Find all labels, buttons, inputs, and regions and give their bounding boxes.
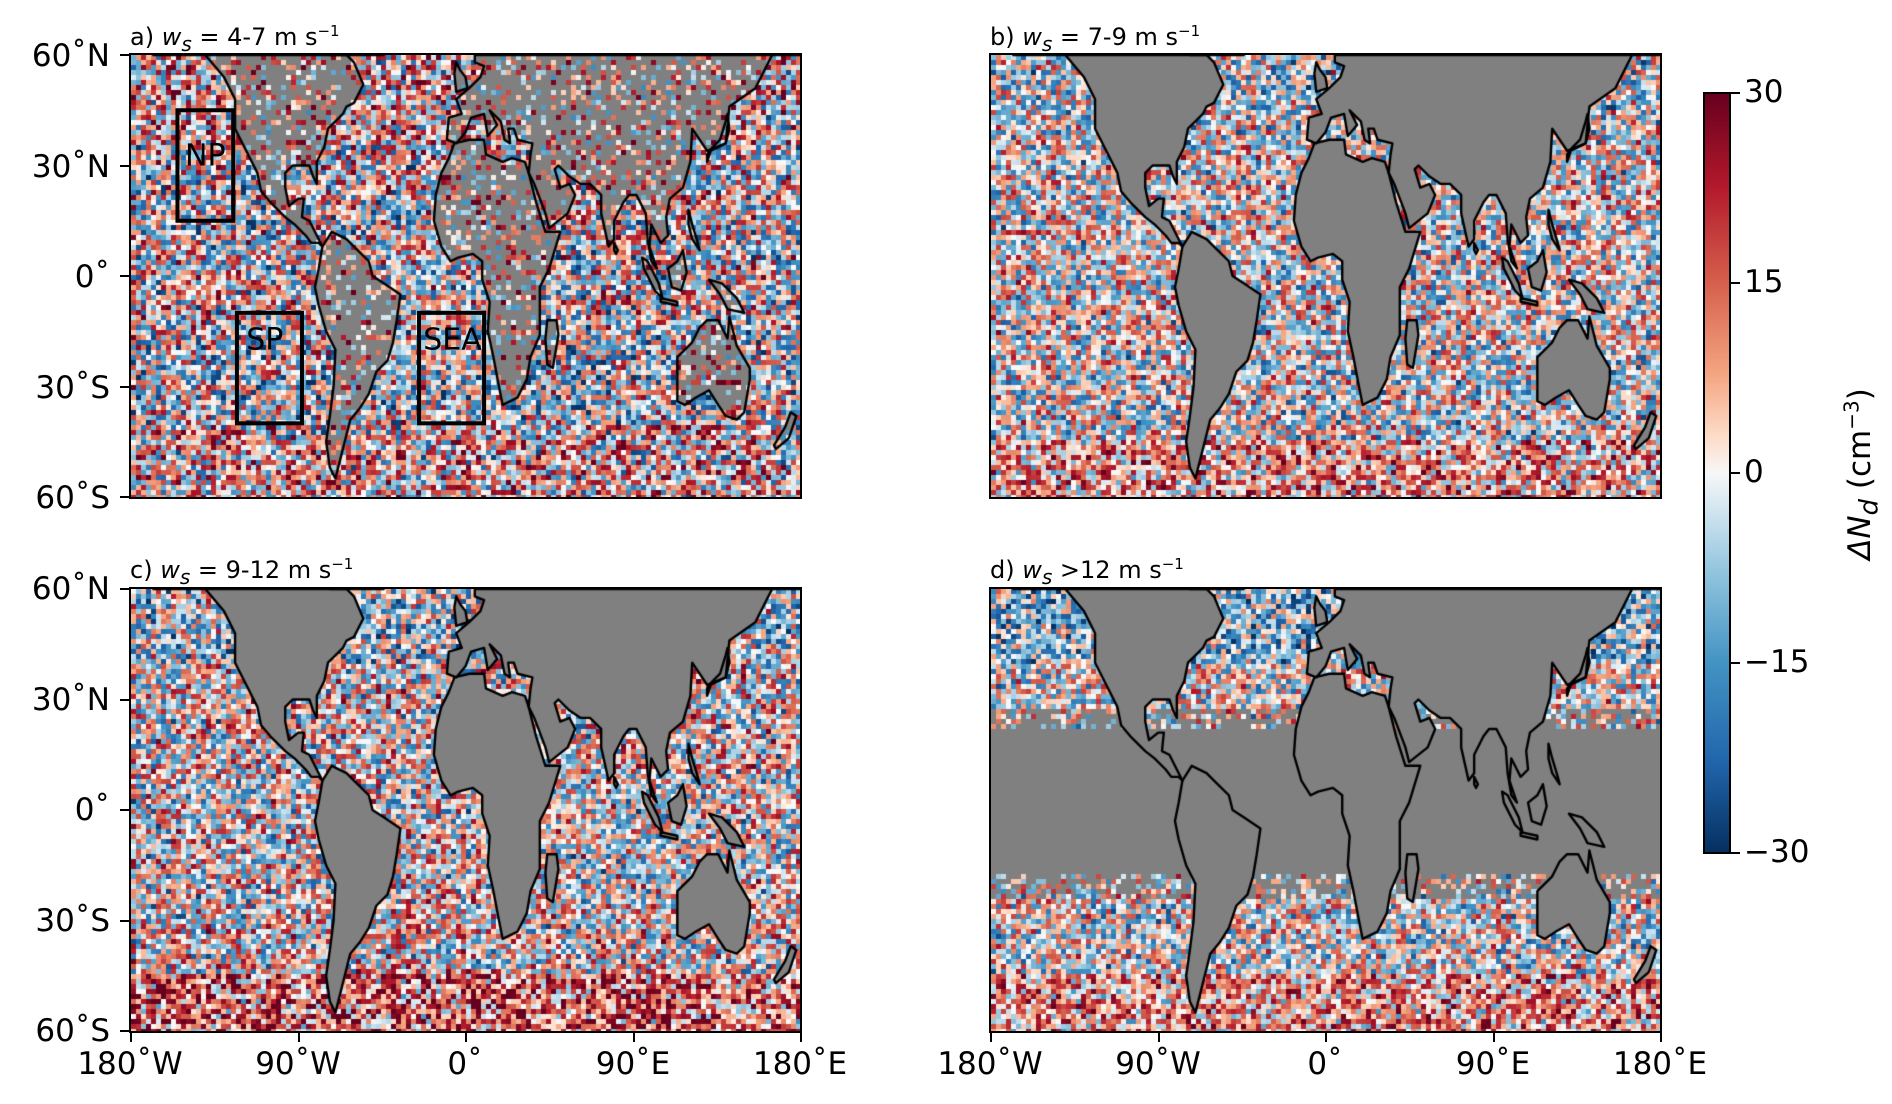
lon-tickmark-0-1 [297,1033,300,1042]
panel-d-title-sub: s [1041,564,1053,589]
lat-label-30s-top: 30˚S [35,370,110,406]
lat-label-60s-bottom: 60˚S [35,1013,110,1049]
region-label-sp: SP [246,323,283,358]
map-panel-c [129,587,802,1033]
map-field-c [131,589,800,1031]
lon-label-90e-left: 90˚E [595,1046,671,1082]
lat-tickmark-1-3 [120,919,129,922]
colorbar-label-15: 15 [1744,264,1784,300]
lat-tickmark-0-4 [120,496,129,498]
lon-label-180e-right: 180˚E [1612,1046,1708,1082]
colorbar-title-sub: d [1854,498,1885,516]
panel-d-title-exp: −1 [1161,555,1184,573]
panel-c-title-exp: −1 [331,555,354,573]
panel-c-title-sub: s [179,564,191,589]
lon-tickmark-0-3 [632,1033,635,1042]
lat-tickmark-0-2 [120,275,129,277]
panel-b-title-sub: s [1041,31,1053,56]
panel-a-title-rest: = 4-7 m s [191,23,318,51]
region-label-np: NP [185,139,226,174]
colorbar-title: ΔNd (cm−3) [1840,388,1885,560]
panel-a-title-exp: −1 [317,22,340,40]
panel-c-title-rest: = 9-12 m s [190,556,332,584]
lon-tickmark-0-0 [130,1033,132,1042]
colorbar-label-0: 0 [1744,454,1764,490]
panel-b-title-var: w [1022,23,1042,51]
region-box-sea [417,310,487,426]
lon-label-90w-left: 90˚W [255,1046,341,1082]
colorbar-title-exp: −3 [1839,400,1864,430]
panel-d-title-var: w [1022,556,1042,584]
lat-tickmark-1-4 [120,1030,129,1032]
lon-label-0-left: 0˚ [447,1046,483,1082]
panel-b-title-prefix: b) [990,23,1023,51]
colorbar-title-close: ) [1842,388,1879,401]
colorbar-tick-m15 [1731,662,1740,664]
panel-b-title-rest: = 7-9 m s [1052,23,1179,51]
panel-b-title-exp: −1 [1178,22,1201,40]
panel-d-title: d) ws >12 m s−1 [990,551,1184,590]
lon-label-0-right: 0˚ [1307,1046,1343,1082]
lon-label-180e-left: 180˚E [752,1046,848,1082]
lat-tickmark-1-2 [120,809,129,811]
colorbar-tick-15 [1731,282,1740,284]
lat-tickmark-1-0 [120,588,129,590]
lat-label-0-bottom: 0˚ [74,792,110,828]
colorbar-tick-0 [1731,472,1740,474]
lat-label-30n-top: 30˚N [31,149,110,185]
lon-tickmark-1-1 [1157,1033,1160,1042]
panel-c-title-var: w [160,556,180,584]
map-overlay-c [131,589,800,1031]
panel-d-title-rest: >12 m s [1052,556,1162,584]
panel-c-title: c) ws = 9-12 m s−1 [130,551,353,590]
map-panel-b [989,53,1662,499]
lat-tickmark-0-0 [120,54,129,56]
colorbar-label-m15: −15 [1744,644,1810,680]
panel-a-title-sub: s [181,31,192,56]
colorbar-title-var: ΔN [1842,515,1879,560]
map-overlay-b [991,55,1660,497]
colorbar-label-30: 30 [1744,74,1784,110]
colorbar-tick-30 [1731,92,1740,94]
lat-label-60n-top: 60˚N [31,38,110,74]
map-panel-d [989,587,1662,1033]
lon-tickmark-1-2 [1325,1033,1327,1042]
colorbar-tick-m30 [1731,852,1740,854]
lon-tickmark-0-4 [800,1033,802,1042]
lat-tickmark-1-1 [120,698,129,701]
lon-label-90w-right: 90˚W [1115,1046,1201,1082]
lat-label-60n-bottom: 60˚N [31,571,110,607]
map-field-b [991,55,1660,497]
panel-a-title-var: w [161,23,182,51]
colorbar [1703,92,1731,854]
lat-tickmark-0-1 [120,164,129,167]
lon-tickmark-1-4 [1660,1033,1662,1042]
lon-label-90e-right: 90˚E [1455,1046,1531,1082]
lon-tickmark-1-3 [1492,1033,1495,1042]
colorbar-label-m30: −30 [1744,834,1810,870]
colorbar-title-units: (cm [1842,429,1879,499]
map-field-d [991,589,1660,1031]
panel-a-title: a) ws = 4-7 m s−1 [130,18,340,57]
map-overlay-a: NP SP SEA [175,108,487,426]
lon-tickmark-1-0 [990,1033,992,1042]
panel-d-title-prefix: d) [990,556,1023,584]
lat-label-60s-top: 60˚S [35,480,110,516]
lon-tickmark-0-2 [465,1033,467,1042]
panel-b-title: b) ws = 7-9 m s−1 [990,18,1200,57]
region-box-np [175,108,236,223]
lat-tickmark-0-3 [120,385,129,388]
lat-label-30n-bottom: 30˚N [31,682,110,718]
lat-label-0-top: 0˚ [74,259,110,295]
panel-c-title-prefix: c) [130,556,161,584]
lat-label-30s-bottom: 30˚S [35,903,110,939]
lon-label-180w-right: 180˚W [937,1046,1043,1082]
lon-label-180w-left: 180˚W [77,1046,183,1082]
region-box-sp [234,310,304,426]
region-label-sea: SEA [423,323,482,358]
panel-a-title-prefix: a) [130,23,162,51]
map-overlay-d [991,589,1660,1031]
map-panel-a: NP SP SEA [129,53,802,499]
